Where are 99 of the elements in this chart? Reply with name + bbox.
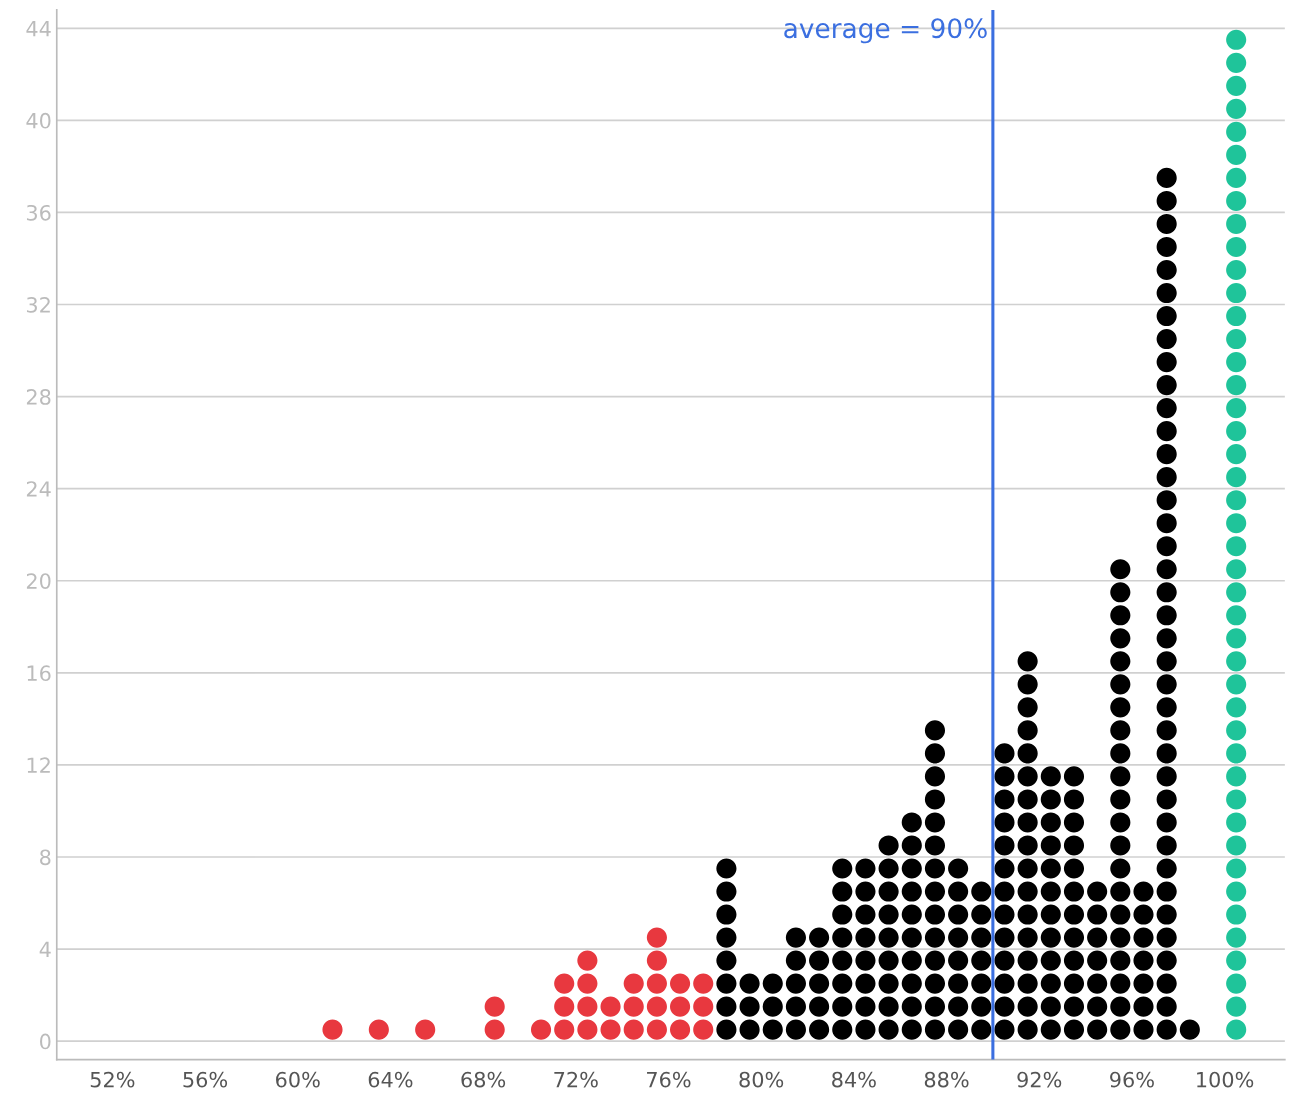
point bbox=[1226, 904, 1247, 925]
x-tick-label: 60% bbox=[276, 1071, 320, 1088]
y-tick-label: 32 bbox=[26, 296, 50, 313]
point bbox=[415, 1019, 436, 1040]
point bbox=[1226, 490, 1247, 511]
point bbox=[1226, 236, 1247, 258]
point bbox=[1226, 789, 1247, 810]
y-tick-label: 28 bbox=[26, 389, 51, 405]
point bbox=[1226, 743, 1247, 764]
point bbox=[1226, 697, 1247, 718]
point bbox=[1226, 75, 1247, 96]
point bbox=[646, 996, 667, 1017]
point bbox=[1226, 167, 1247, 188]
x-tick-label: 64% bbox=[368, 1071, 413, 1088]
point bbox=[1226, 121, 1247, 142]
point bbox=[577, 950, 598, 971]
point bbox=[1226, 628, 1247, 649]
x-tick-label: 76% bbox=[647, 1071, 691, 1088]
point bbox=[1226, 858, 1247, 879]
point bbox=[670, 996, 691, 1017]
point bbox=[693, 973, 714, 994]
point bbox=[484, 996, 505, 1017]
x-tick-label: 52% bbox=[90, 1071, 135, 1088]
point bbox=[1226, 213, 1247, 235]
point bbox=[554, 996, 575, 1017]
point bbox=[1226, 651, 1247, 672]
x-tick-label: 92% bbox=[1017, 1071, 1062, 1088]
y-tick-label: 16 bbox=[27, 665, 51, 682]
point bbox=[1226, 605, 1247, 626]
point bbox=[484, 1019, 505, 1040]
x-tick-label: 84% bbox=[832, 1071, 876, 1088]
x-tick-label: 72% bbox=[554, 1071, 598, 1088]
point bbox=[1226, 352, 1247, 373]
point bbox=[1226, 144, 1247, 165]
point bbox=[623, 996, 644, 1017]
point bbox=[1226, 1019, 1247, 1040]
point bbox=[1226, 375, 1247, 396]
point bbox=[530, 1019, 552, 1040]
ref-line-label: average = 90% bbox=[784, 18, 987, 44]
point bbox=[1226, 674, 1247, 695]
point bbox=[1226, 444, 1247, 465]
point bbox=[646, 927, 667, 948]
x-tick-label: 100% bbox=[1197, 1071, 1254, 1088]
point bbox=[1226, 259, 1247, 281]
y-tick-label: 12 bbox=[27, 757, 50, 773]
point bbox=[368, 1019, 389, 1040]
y-tick-label: 8 bbox=[40, 849, 51, 866]
x-tick-label: 96% bbox=[1110, 1071, 1154, 1088]
y-tick-label: 0 bbox=[40, 1033, 51, 1050]
point bbox=[1226, 467, 1247, 488]
point bbox=[577, 973, 598, 994]
point bbox=[554, 1019, 575, 1040]
y-tick-label: 40 bbox=[26, 112, 51, 129]
point bbox=[1226, 282, 1247, 304]
x-tick-label: 68% bbox=[461, 1071, 506, 1088]
y-tick-label: 36 bbox=[26, 204, 51, 221]
point bbox=[554, 973, 575, 994]
y-tick-label: 4 bbox=[39, 941, 51, 957]
point bbox=[623, 1019, 644, 1040]
point bbox=[623, 973, 644, 994]
point bbox=[1226, 536, 1247, 557]
x-tick-label: 88% bbox=[924, 1071, 969, 1088]
point bbox=[1226, 98, 1247, 119]
point bbox=[577, 996, 598, 1017]
point bbox=[1226, 973, 1247, 994]
point bbox=[1226, 52, 1247, 73]
point bbox=[1226, 766, 1247, 787]
point bbox=[1226, 190, 1247, 212]
point bbox=[1226, 582, 1247, 603]
point bbox=[693, 1019, 714, 1040]
point bbox=[600, 996, 621, 1017]
point bbox=[600, 1019, 621, 1040]
point bbox=[646, 973, 667, 994]
point bbox=[1226, 927, 1247, 948]
point bbox=[670, 973, 691, 994]
point bbox=[1226, 835, 1247, 856]
point bbox=[1226, 996, 1247, 1017]
point bbox=[1226, 812, 1247, 833]
y-tick-label: 24 bbox=[26, 481, 51, 497]
point bbox=[1226, 881, 1247, 902]
point bbox=[577, 1019, 598, 1040]
point bbox=[1226, 720, 1247, 741]
point bbox=[1226, 513, 1247, 534]
point bbox=[670, 1019, 691, 1040]
y-tick-label: 44 bbox=[26, 21, 51, 37]
point bbox=[1226, 421, 1247, 442]
point bbox=[1226, 305, 1247, 327]
point bbox=[646, 1019, 667, 1040]
point bbox=[646, 950, 667, 971]
point bbox=[693, 996, 714, 1017]
x-tick-label: 56% bbox=[183, 1071, 228, 1088]
y-tick-label: 20 bbox=[26, 573, 51, 589]
point bbox=[1226, 398, 1247, 419]
point bbox=[1226, 329, 1247, 350]
point bbox=[1226, 559, 1247, 580]
point bbox=[1226, 950, 1247, 971]
point bbox=[322, 1019, 343, 1040]
x-tick-label: 80% bbox=[739, 1071, 784, 1088]
point bbox=[1226, 29, 1247, 50]
